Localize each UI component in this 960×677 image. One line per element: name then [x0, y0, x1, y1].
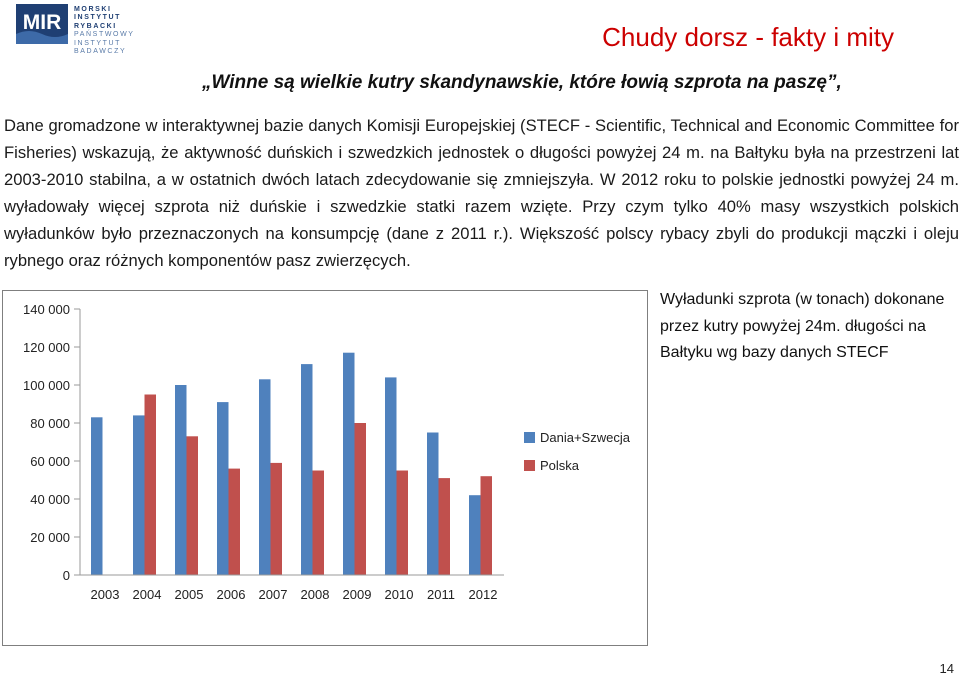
- y-axis: 140 000 120 000 100 000 80 000 60 000 40 000 2…: [23, 302, 81, 583]
- x-tick-label: 2008: [301, 587, 330, 602]
- bar-polska-2011: [438, 478, 450, 575]
- logo-line: BADAWCZY: [74, 48, 127, 56]
- chart-frame: [2, 290, 648, 646]
- bar-dania-szwecja-2006: [217, 402, 229, 575]
- bar-polska-2009: [354, 423, 366, 575]
- bar-dania-szwecja-2012: [469, 495, 481, 575]
- bar-dania-szwecja-2008: [301, 364, 313, 575]
- x-tick-label: 2009: [343, 587, 372, 602]
- logo-wordmark: MORSKI INSTYTUT RYBACKI PAŃSTWOWY INSTYT…: [74, 6, 135, 56]
- y-tick-label: 140 000: [23, 302, 70, 317]
- bar-polska-2010: [396, 470, 408, 575]
- x-tick-label: 2012: [469, 587, 498, 602]
- x-tick-label: 2011: [427, 587, 455, 602]
- institute-logo: MIR MORSKI INSTYTUT RYBACKI PAŃSTWOWY IN…: [16, 4, 133, 55]
- logo-line: RYBACKI: [74, 22, 117, 30]
- legend-label: Dania+Szwecja: [540, 430, 631, 445]
- x-tick-label: 2004: [133, 587, 162, 602]
- bar-dania-szwecja-2005: [175, 385, 187, 575]
- y-tick-label: 100 000: [23, 378, 70, 393]
- x-tick-label: 2006: [217, 587, 246, 602]
- bar-dania-szwecja-2007: [259, 379, 271, 575]
- page-subtitle: „Winne są wielkie kutry skandynawskie, k…: [202, 72, 842, 93]
- bar-polska-2004: [144, 394, 156, 575]
- y-tick-label: 0: [63, 568, 70, 583]
- y-tick-label: 80 000: [30, 416, 70, 431]
- x-axis: 2003 2004 2005 2006 2007 2008 2009 2010 2011 2012: [91, 587, 498, 602]
- bar-polska-2012: [480, 476, 492, 575]
- y-tick-label: 40 000: [30, 492, 70, 507]
- bar-dania-szwecja-2004: [133, 415, 145, 575]
- y-tick-label: 60 000: [30, 454, 70, 469]
- x-tick-label: 2003: [91, 587, 120, 602]
- y-tick-label: 20 000: [30, 530, 70, 545]
- bar-polska-2006: [228, 468, 240, 575]
- bar-dania-szwecja-2003: [91, 417, 103, 575]
- legend-swatch: [524, 432, 535, 443]
- bar-polska-2005: [186, 436, 198, 575]
- x-tick-label: 2005: [175, 587, 204, 602]
- bar-dania-szwecja-2011: [427, 432, 439, 575]
- logo-line: INSTYTUT: [74, 39, 122, 47]
- y-tick-label: 120 000: [23, 340, 70, 355]
- x-tick-label: 2007: [259, 587, 288, 602]
- logo-mark-text: MIR: [23, 11, 62, 34]
- mir-logo-mark: MIR: [16, 4, 68, 44]
- logo-line: MORSKI: [74, 6, 112, 13]
- legend-swatch: [524, 460, 535, 471]
- logo-line: INSTYTUT: [74, 14, 122, 22]
- bar-polska-2008: [312, 470, 324, 575]
- chart-legend: Dania+Szwecja Polska: [524, 430, 631, 473]
- chart-caption: Wyładunki szprota (w tonach) dokonane pr…: [660, 291, 945, 361]
- bar-dania-szwecja-2010: [385, 377, 397, 575]
- x-tick-label: 2010: [385, 587, 414, 602]
- body-paragraph: Dane gromadzone w interaktywnej bazie da…: [4, 116, 959, 270]
- logo-line: PAŃSTWOWY: [74, 31, 135, 39]
- bar-series: [80, 352, 504, 576]
- legend-label: Polska: [540, 458, 580, 473]
- page-number: 14: [939, 661, 954, 676]
- bar-polska-2007: [270, 462, 282, 575]
- bar-dania-szwecja-2009: [343, 352, 355, 575]
- page-title: Chudy dorsz - fakty i mity: [602, 22, 894, 52]
